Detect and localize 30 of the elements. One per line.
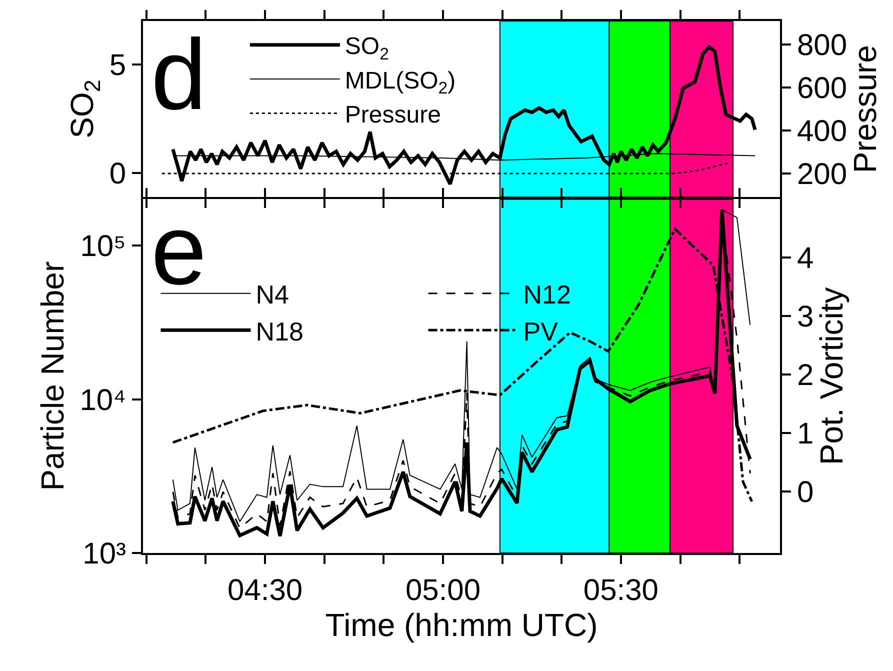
y-tick-label: 5 [109, 48, 126, 82]
y2-axis-title: Pot. Vorticity [814, 287, 850, 466]
y-tick-label: 10⁵ [80, 230, 126, 263]
y2-axis-title: Pressure [847, 45, 884, 174]
y2-tick-label: 1 [797, 418, 814, 451]
y2-tick-label: 200 [797, 158, 848, 191]
y-tick-label: 0 [109, 158, 126, 191]
y2-tick-label: 4 [797, 242, 814, 276]
y2-tick-label: 3 [797, 300, 814, 334]
y-tick-label: 10⁴ [80, 384, 126, 417]
y2-tick-label: 800 [797, 29, 848, 62]
y2-tick-label: 600 [797, 72, 848, 106]
y2-tick-label: 0 [797, 476, 814, 510]
legend-label: PV [523, 316, 559, 346]
y-axis-title: Particle Number [34, 261, 71, 491]
legend-label: N12 [523, 280, 571, 310]
y2-tick-label: 2 [797, 359, 814, 392]
x-tick-label: 05:00 [405, 574, 481, 607]
legend-label: SO$_{2}$ [344, 33, 389, 64]
legend-label: MDL(SO$_{2}$) [344, 67, 456, 98]
x-tick-label: 04:30 [228, 574, 303, 607]
annotation: d [151, 19, 207, 131]
legend-label: N18 [256, 316, 304, 346]
legend-label: Pressure [344, 102, 441, 129]
x-axis-title: Time (hh:mm UTC) [325, 607, 598, 643]
y2-tick-label: 400 [797, 115, 848, 148]
y-tick-label: 10³ [82, 538, 126, 570]
annotation: e [151, 194, 207, 306]
x-tick-label: 05:30 [583, 574, 658, 607]
legend-label: N4 [256, 280, 289, 310]
